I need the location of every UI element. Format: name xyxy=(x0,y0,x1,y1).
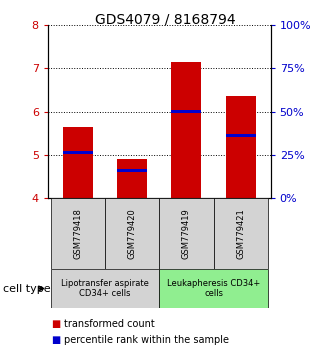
Text: ■: ■ xyxy=(51,335,60,345)
Text: percentile rank within the sample: percentile rank within the sample xyxy=(64,335,229,345)
Text: GSM779421: GSM779421 xyxy=(236,208,245,259)
Text: GSM779420: GSM779420 xyxy=(128,208,137,259)
Text: transformed count: transformed count xyxy=(64,319,155,329)
Bar xyxy=(226,96,256,198)
Bar xyxy=(159,198,214,269)
Text: cell type: cell type xyxy=(3,284,51,293)
Bar xyxy=(226,134,256,137)
Bar xyxy=(63,151,93,154)
Bar xyxy=(117,159,147,198)
Bar xyxy=(159,269,268,308)
Bar xyxy=(63,127,93,198)
Text: ■: ■ xyxy=(51,319,60,329)
Bar xyxy=(50,198,105,269)
Text: Lipotransfer aspirate
CD34+ cells: Lipotransfer aspirate CD34+ cells xyxy=(61,279,149,298)
Text: GSM779419: GSM779419 xyxy=(182,208,191,259)
Text: GDS4079 / 8168794: GDS4079 / 8168794 xyxy=(95,12,235,27)
Bar xyxy=(172,62,201,198)
Text: GSM779418: GSM779418 xyxy=(73,208,82,259)
Bar xyxy=(117,169,147,172)
Bar xyxy=(50,269,159,308)
Bar xyxy=(105,198,159,269)
Text: Leukapheresis CD34+
cells: Leukapheresis CD34+ cells xyxy=(167,279,260,298)
Bar xyxy=(214,198,268,269)
Bar xyxy=(172,110,201,113)
